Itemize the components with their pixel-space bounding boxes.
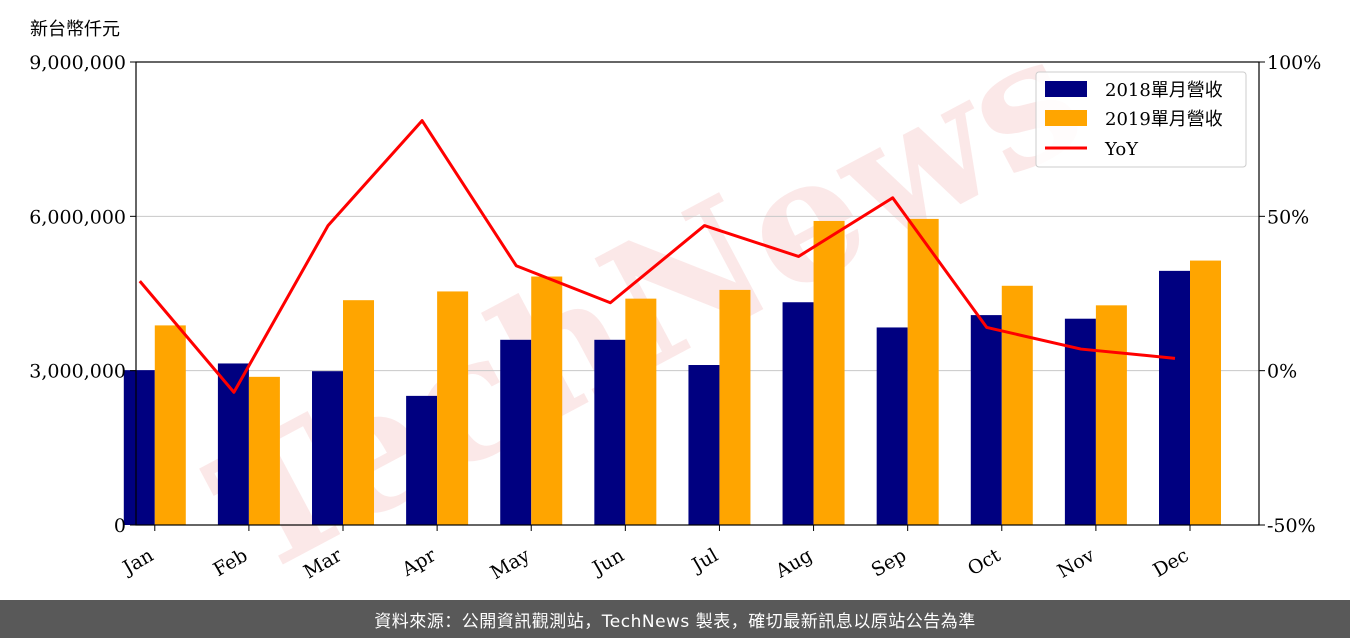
bar-2018-apr bbox=[406, 395, 438, 525]
footer-text: 資料來源：公開資訊觀測站，TechNews 製表，確切最新訊息以原站公告為準 bbox=[374, 611, 976, 632]
bar-2018-dec bbox=[1159, 270, 1190, 525]
legend-label-2018: 2018單月營收 bbox=[1105, 80, 1223, 101]
bar-2019-feb bbox=[248, 376, 280, 525]
bar-2018-aug bbox=[782, 302, 814, 525]
left-tick-label: 3,000,000 bbox=[29, 361, 126, 383]
bar-2019-oct bbox=[1001, 285, 1033, 525]
left-tick-label: 9,000,000 bbox=[29, 52, 126, 74]
x-tick-label: Sep bbox=[868, 544, 911, 581]
unit-label: 新台幣仟元 bbox=[30, 19, 120, 40]
bar-2019-jan bbox=[154, 325, 186, 525]
source-footer: 資料來源：公開資訊觀測站，TechNews 製表，確切最新訊息以原站公告為準 bbox=[0, 600, 1350, 638]
x-tick-label: Jun bbox=[587, 544, 628, 580]
legend-box bbox=[1035, 71, 1247, 168]
legend-swatch-2019 bbox=[1045, 110, 1087, 126]
bar-2018-sep bbox=[876, 327, 908, 525]
bar-2018-jan bbox=[123, 370, 155, 525]
x-tick-label: Nov bbox=[1054, 544, 1099, 583]
plot-frame bbox=[135, 61, 1260, 526]
bar-2018-feb bbox=[217, 363, 249, 525]
right-tick-label: 100% bbox=[1267, 52, 1321, 74]
yoy-line bbox=[138, 119, 1176, 394]
x-tick-label: Oct bbox=[964, 544, 1005, 580]
x-tick-label: Dec bbox=[1149, 544, 1192, 582]
x-tick-label: Jan bbox=[118, 544, 158, 580]
bar-2018-mar bbox=[312, 371, 344, 525]
legend-swatch-2018 bbox=[1045, 81, 1087, 97]
x-tick-label: Jul bbox=[687, 544, 722, 577]
bar-2019-nov bbox=[1095, 305, 1127, 525]
legend-label-2019: 2019單月營收 bbox=[1105, 109, 1223, 130]
bar-2018-nov bbox=[1064, 318, 1096, 525]
bar-2019-may bbox=[531, 276, 563, 525]
left-tick-label: 6,000,000 bbox=[29, 206, 126, 228]
bar-2018-jul bbox=[688, 365, 720, 525]
right-tick-label: 50% bbox=[1267, 206, 1309, 228]
bar-2018-jun bbox=[594, 339, 626, 525]
left-tick-label: 0 bbox=[114, 515, 126, 537]
bar-2019-sep bbox=[907, 218, 939, 525]
right-axis: -50% 0% 50% 100% bbox=[1259, 52, 1321, 537]
x-tick-label: Apr bbox=[397, 544, 440, 581]
bar-2019-jul bbox=[719, 289, 751, 525]
bar-2018-may bbox=[500, 339, 532, 525]
bar-2019-dec bbox=[1190, 260, 1221, 525]
bar-2019-apr bbox=[437, 291, 469, 525]
yoy-line-layer bbox=[138, 119, 1176, 394]
x-tick-label: Aug bbox=[771, 544, 816, 583]
bar-2019-jun bbox=[625, 298, 657, 525]
legend: 2018單月營收 2019單月營收 YoY bbox=[1035, 71, 1247, 168]
bars bbox=[123, 218, 1221, 526]
bar-2019-mar bbox=[343, 300, 375, 525]
legend-label-yoy: YoY bbox=[1104, 139, 1139, 160]
right-tick-label: 0% bbox=[1267, 361, 1297, 383]
bar-2019-aug bbox=[813, 220, 845, 526]
bar-2018-oct bbox=[970, 315, 1002, 525]
right-tick-label: -50% bbox=[1267, 515, 1316, 537]
left-axis: 0 3,000,000 6,000,000 9,000,000 bbox=[29, 52, 136, 537]
x-tick-label: May bbox=[487, 544, 534, 584]
